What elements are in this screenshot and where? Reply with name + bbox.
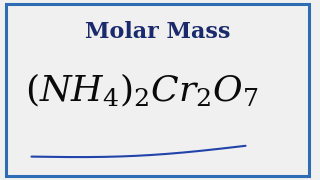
Text: Molar Mass: Molar Mass [85,21,230,43]
Text: $(NH_4)_2Cr_2O_7$: $(NH_4)_2Cr_2O_7$ [25,71,259,109]
